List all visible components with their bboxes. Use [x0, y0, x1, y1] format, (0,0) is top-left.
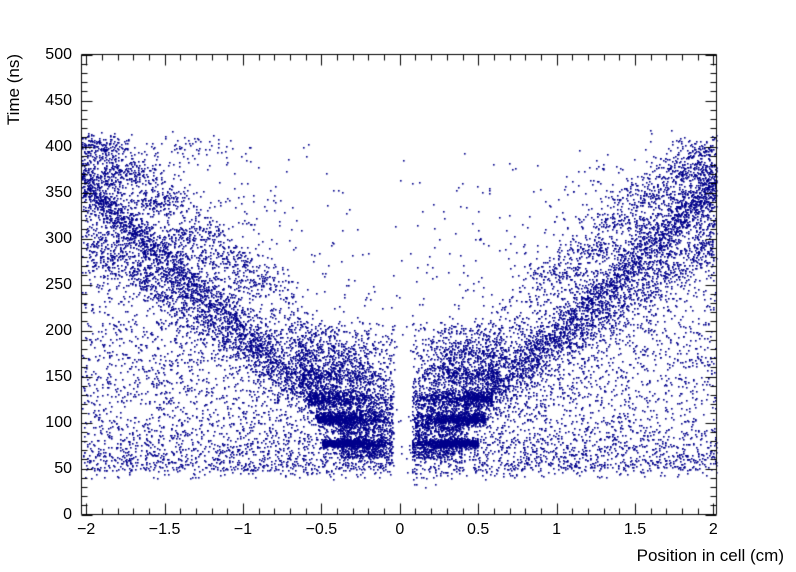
y-tick-label: 400: [45, 137, 72, 155]
y-tick-label: 350: [45, 183, 72, 201]
x-tick-label: 1: [552, 520, 562, 538]
y-tick-label: 50: [54, 459, 72, 477]
x-tick-label: −0.5: [305, 520, 338, 538]
y-tick-label: 200: [45, 321, 72, 339]
x-tick-label: 1.5: [623, 520, 647, 538]
x-tick-label: −2: [77, 520, 96, 538]
x-tick-label: 0.5: [467, 520, 490, 538]
y-tick-label: 100: [45, 413, 72, 431]
x-tick-label: 0: [395, 520, 405, 538]
x-tick-label: 2: [708, 520, 718, 538]
y-tick-label: 150: [45, 367, 72, 385]
x-axis-title: Position in cell (cm): [636, 546, 784, 565]
y-tick-label: 0: [63, 505, 72, 523]
y-axis-title: Time (ns): [4, 54, 23, 126]
y-tick-label: 300: [45, 229, 72, 247]
y-tick-label: 500: [45, 45, 72, 63]
y-tick-label: 450: [45, 91, 72, 109]
y-tick-label: 250: [45, 275, 72, 293]
x-tick-label: −1.5: [148, 520, 181, 538]
x-tick-label: −1: [233, 520, 253, 538]
